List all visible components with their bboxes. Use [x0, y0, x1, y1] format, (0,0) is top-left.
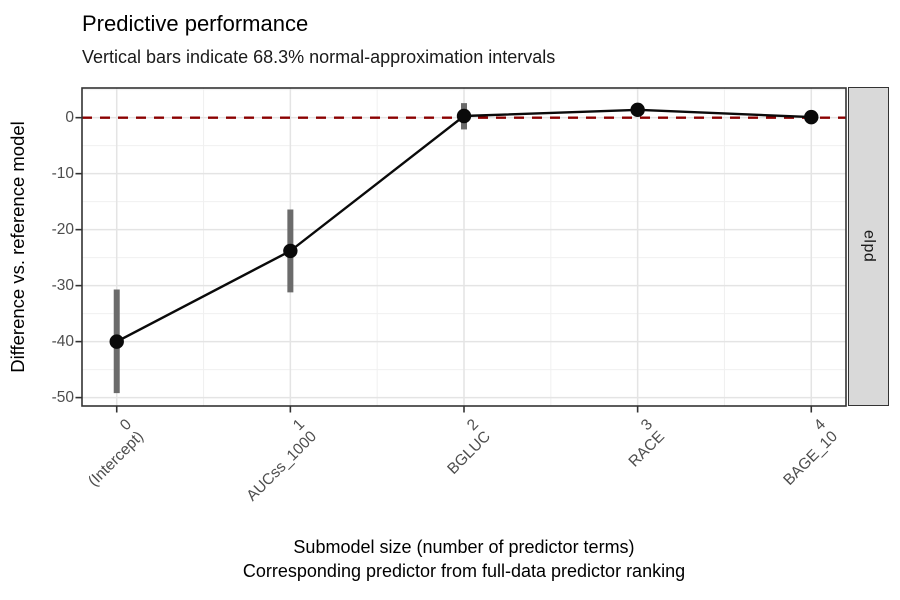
data-point	[804, 109, 819, 125]
y-tick-label: -50	[51, 388, 74, 406]
data-point	[109, 334, 124, 349]
data-point	[630, 102, 645, 118]
x-axis-title-line1: Submodel size (number of predictor terms…	[293, 537, 635, 557]
x-axis-title-line2: Corresponding predictor from full-data p…	[242, 560, 686, 581]
y-tick-label: -40	[51, 332, 74, 350]
y-tick-label: -10	[51, 164, 74, 182]
chart-title: Predictive performance	[82, 11, 309, 36]
x-axis-title: Submodel size (number of predictor terms…	[82, 536, 846, 583]
data-point	[283, 243, 298, 259]
y-tick-label: 0	[65, 108, 74, 126]
facet-strip: elpd	[848, 87, 889, 406]
data-point	[456, 108, 472, 124]
panel-border	[81, 87, 847, 407]
y-tick-label: -30	[51, 276, 74, 294]
y-tick-label: -20	[51, 220, 74, 238]
chart-subtitle: Vertical bars indicate 68.3% normal-appr…	[82, 47, 556, 67]
facet-strip-label: elpd	[860, 230, 878, 263]
